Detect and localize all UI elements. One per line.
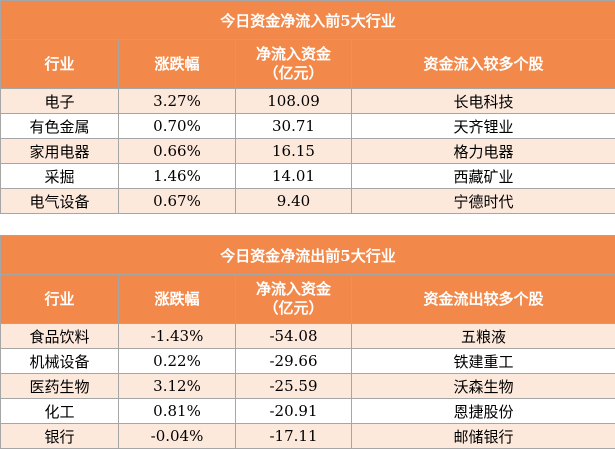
- amount-cell: 14.01: [236, 164, 352, 189]
- header-net-inflow: 净流入资金 （亿元）: [236, 40, 352, 89]
- header-industry: 行业: [1, 275, 119, 324]
- table-row: 采掘 1.46% 14.01 西藏矿业: [1, 164, 615, 189]
- table-row: 有色金属 0.70% 30.71 天齐锂业: [1, 114, 615, 139]
- header-net-inflow: 净流入资金 （亿元）: [236, 275, 352, 324]
- header-top-stocks: 资金流入较多个股: [352, 40, 615, 89]
- stock-cell: 铁建重工: [352, 349, 615, 374]
- table-row: 电气设备 0.67% 9.40 宁德时代: [1, 189, 615, 214]
- table-row: 家用电器 0.66% 16.15 格力电器: [1, 139, 615, 164]
- industry-cell: 食品饮料: [1, 324, 119, 349]
- table-row: 化工 0.81% -20.91 恩捷股份: [1, 399, 615, 424]
- stock-cell: 宁德时代: [352, 189, 615, 214]
- amount-cell: 16.15: [236, 139, 352, 164]
- change-cell: 0.22%: [119, 349, 236, 374]
- stock-cell: 沃森生物: [352, 374, 615, 399]
- inflow-table: 今日资金净流入前5大行业 行业 涨跌幅 净流入资金 （亿元） 资金流入较多个股 …: [0, 0, 615, 214]
- change-cell: 0.81%: [119, 399, 236, 424]
- industry-cell: 化工: [1, 399, 119, 424]
- outflow-table-title: 今日资金净流出前5大行业: [1, 236, 615, 275]
- change-cell: 0.70%: [119, 114, 236, 139]
- inflow-table-header: 行业 涨跌幅 净流入资金 （亿元） 资金流入较多个股: [1, 40, 615, 89]
- stock-cell: 天齐锂业: [352, 114, 615, 139]
- inflow-table-title: 今日资金净流入前5大行业: [1, 1, 615, 40]
- industry-cell: 电气设备: [1, 189, 119, 214]
- header-top-stocks: 资金流出较多个股: [352, 275, 615, 324]
- outflow-table: 今日资金净流出前5大行业 行业 涨跌幅 净流入资金 （亿元） 资金流出较多个股 …: [0, 235, 615, 449]
- change-cell: 1.46%: [119, 164, 236, 189]
- change-cell: 3.27%: [119, 89, 236, 114]
- table-row: 食品饮料 -1.43% -54.08 五粮液: [1, 324, 615, 349]
- header-change: 涨跌幅: [119, 40, 236, 89]
- table-row: 电子 3.27% 108.09 长电科技: [1, 89, 615, 114]
- amount-cell: -29.66: [236, 349, 352, 374]
- stock-cell: 五粮液: [352, 324, 615, 349]
- amount-cell: 30.71: [236, 114, 352, 139]
- stock-cell: 长电科技: [352, 89, 615, 114]
- industry-cell: 采掘: [1, 164, 119, 189]
- amount-cell: -17.11: [236, 424, 352, 449]
- industry-cell: 机械设备: [1, 349, 119, 374]
- stock-cell: 格力电器: [352, 139, 615, 164]
- table-row: 机械设备 0.22% -29.66 铁建重工: [1, 349, 615, 374]
- stock-cell: 西藏矿业: [352, 164, 615, 189]
- change-cell: 0.67%: [119, 189, 236, 214]
- header-change: 涨跌幅: [119, 275, 236, 324]
- amount-cell: 108.09: [236, 89, 352, 114]
- industry-cell: 电子: [1, 89, 119, 114]
- change-cell: -1.43%: [119, 324, 236, 349]
- change-cell: 3.12%: [119, 374, 236, 399]
- outflow-table-header: 行业 涨跌幅 净流入资金 （亿元） 资金流出较多个股: [1, 275, 615, 324]
- industry-cell: 银行: [1, 424, 119, 449]
- table-spacer: [0, 216, 615, 235]
- stock-cell: 邮储银行: [352, 424, 615, 449]
- change-cell: 0.66%: [119, 139, 236, 164]
- stock-cell: 恩捷股份: [352, 399, 615, 424]
- industry-cell: 家用电器: [1, 139, 119, 164]
- amount-cell: -54.08: [236, 324, 352, 349]
- change-cell: -0.04%: [119, 424, 236, 449]
- amount-cell: -25.59: [236, 374, 352, 399]
- amount-cell: 9.40: [236, 189, 352, 214]
- header-industry: 行业: [1, 40, 119, 89]
- industry-cell: 有色金属: [1, 114, 119, 139]
- table-row: 医药生物 3.12% -25.59 沃森生物: [1, 374, 615, 399]
- industry-cell: 医药生物: [1, 374, 119, 399]
- amount-cell: -20.91: [236, 399, 352, 424]
- table-row: 银行 -0.04% -17.11 邮储银行: [1, 424, 615, 449]
